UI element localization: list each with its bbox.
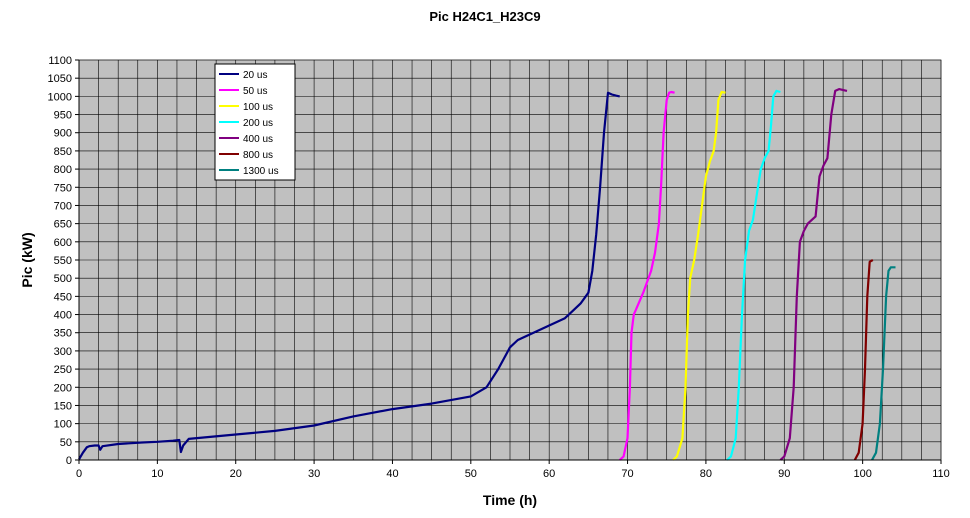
series-line: [779, 87, 848, 461]
legend-label: 20 us: [243, 70, 267, 81]
y-tick-label: 250: [54, 364, 72, 376]
series-line: [672, 90, 726, 461]
x-tick-label: 60: [543, 468, 555, 480]
y-tick-label: 300: [54, 346, 72, 358]
series-line: [618, 90, 675, 461]
y-tick-label: 200: [54, 382, 72, 394]
chart-title: Pic H24C1_H23C9: [429, 9, 540, 24]
legend-label: 200 us: [243, 118, 273, 129]
x-tick-label: 80: [700, 468, 712, 480]
y-tick-labels: 0 50 100 150 200 250 300 350 400 450 500 550 600 650 7…: [48, 55, 79, 467]
legend-label: 400 us: [243, 134, 273, 145]
y-tick-label: 950: [54, 110, 72, 122]
y-tick-label: 1000: [48, 91, 72, 103]
y-tick-label: 850: [54, 146, 72, 158]
x-tick-label: 30: [308, 468, 320, 480]
legend-label: 100 us: [243, 102, 273, 113]
x-tick-label: 70: [621, 468, 633, 480]
x-tick-label: 100: [853, 468, 871, 480]
series-line: [726, 89, 781, 461]
series-line: [78, 91, 620, 460]
y-tick-label: 350: [54, 328, 72, 340]
y-tick-label: 700: [54, 200, 72, 212]
y-tick-label: 1050: [48, 73, 72, 85]
x-tick-labels: 0 10 20 30 40 50 60 70 80 90 100 110: [76, 460, 950, 480]
series-line: [853, 259, 874, 461]
y-tick-label: 1100: [48, 55, 72, 67]
y-tick-label: 50: [60, 437, 72, 449]
legend-label: 1300 us: [243, 166, 279, 177]
x-axis-title: Time (h): [483, 492, 537, 508]
y-tick-label: 150: [54, 400, 72, 412]
y-tick-label: 450: [54, 291, 72, 303]
y-tick-label: 100: [54, 419, 72, 431]
y-tick-label: 650: [54, 219, 72, 231]
y-axis-title: Pic (kW): [19, 232, 35, 287]
x-tick-label: 20: [230, 468, 242, 480]
y-tick-label: 400: [54, 310, 72, 322]
legend-label: 800 us: [243, 150, 273, 161]
y-tick-label: 550: [54, 255, 72, 267]
x-tick-label: 90: [778, 468, 790, 480]
x-tick-label: 110: [932, 468, 950, 480]
legend: 20 us 50 us 100 us 200 us 400 us 800 us 1300 u…: [214, 63, 296, 181]
series-layer: [78, 87, 896, 461]
x-tick-label: 0: [76, 468, 82, 480]
y-tick-label: 500: [54, 273, 72, 285]
legend-label: 50 us: [243, 86, 267, 97]
series-line: [871, 266, 896, 461]
y-tick-label: 0: [66, 455, 72, 467]
x-tick-label: 50: [465, 468, 477, 480]
y-tick-label: 800: [54, 164, 72, 176]
y-tick-label: 600: [54, 237, 72, 249]
x-tick-label: 40: [386, 468, 398, 480]
x-tick-label: 10: [151, 468, 163, 480]
y-tick-label: 900: [54, 128, 72, 140]
y-tick-label: 750: [54, 182, 72, 194]
